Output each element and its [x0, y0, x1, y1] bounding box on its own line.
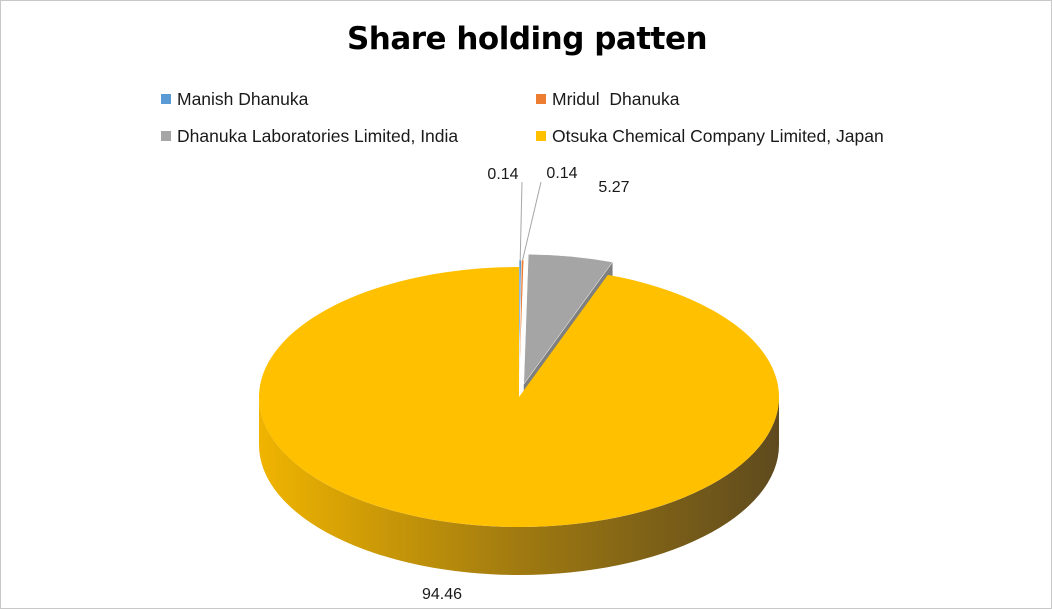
- legend-label: Manish Dhanuka: [177, 88, 309, 109]
- legend-swatch: [161, 94, 171, 104]
- pie-slice-side: [259, 397, 779, 575]
- legend-item-dhanuka-laboratories: Dhanuka Laboratories Limited, India: [161, 126, 458, 146]
- pie-slice-top: [523, 253, 614, 386]
- data-label-1: 0.14: [487, 166, 518, 183]
- legend-swatch: [536, 94, 546, 104]
- pie-slice-2: [518, 259, 525, 391]
- data-label-3: 5.27: [598, 179, 629, 196]
- pie-slice-top: [518, 259, 525, 391]
- leader-line: [519, 181, 523, 261]
- legend-swatch: [161, 131, 171, 141]
- legend-item-manish-dhanuka: Manish Dhanuka: [161, 89, 308, 109]
- data-label-4: 94.46: [422, 586, 462, 603]
- legend-item-otsuka-chemical: Otsuka Chemical Company Limited, Japan: [536, 126, 884, 146]
- legend-label: Dhanuka Laboratories Limited, India: [177, 125, 459, 146]
- legend-label: Mridul Dhanuka: [552, 88, 680, 109]
- legend-swatch: [536, 131, 546, 141]
- chart-title: Share holding patten: [346, 21, 708, 57]
- data-label-2: 0.14: [546, 165, 577, 182]
- pie-slice-top: [259, 267, 780, 527]
- leader-line: [522, 181, 542, 261]
- legend-item-mridul-dhanuka: Mridul Dhanuka: [536, 89, 679, 109]
- legend-label: Otsuka Chemical Company Limited, Japan: [552, 125, 884, 146]
- pie-slice-4: [259, 267, 780, 575]
